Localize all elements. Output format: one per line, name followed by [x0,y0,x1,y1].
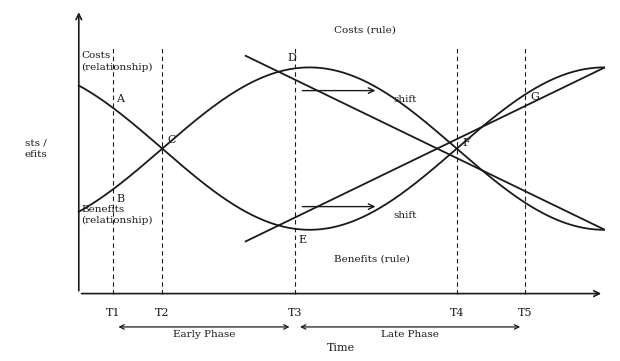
Text: A: A [117,94,125,104]
Text: Costs (rule): Costs (rule) [334,25,396,34]
Text: T1: T1 [106,308,120,318]
Text: D: D [288,53,297,63]
Text: Time: Time [327,343,355,353]
Text: Costs
(relationship): Costs (relationship) [81,52,153,72]
Text: Early Phase: Early Phase [173,330,235,339]
Text: Late Phase: Late Phase [381,330,439,339]
Text: G: G [531,92,539,102]
Text: B: B [117,194,125,204]
Text: Benefits
(relationship): Benefits (relationship) [81,205,153,225]
Text: shift: shift [393,211,416,220]
Text: F: F [463,138,471,148]
Text: shift: shift [393,95,416,104]
Text: T4: T4 [450,308,464,318]
Text: T3: T3 [288,308,302,318]
Text: sts /
efits: sts / efits [25,139,48,158]
Text: E: E [298,235,306,245]
Text: T5: T5 [518,308,533,318]
Text: T2: T2 [155,308,169,318]
Text: Benefits (rule): Benefits (rule) [334,254,410,263]
Text: C: C [168,135,176,145]
